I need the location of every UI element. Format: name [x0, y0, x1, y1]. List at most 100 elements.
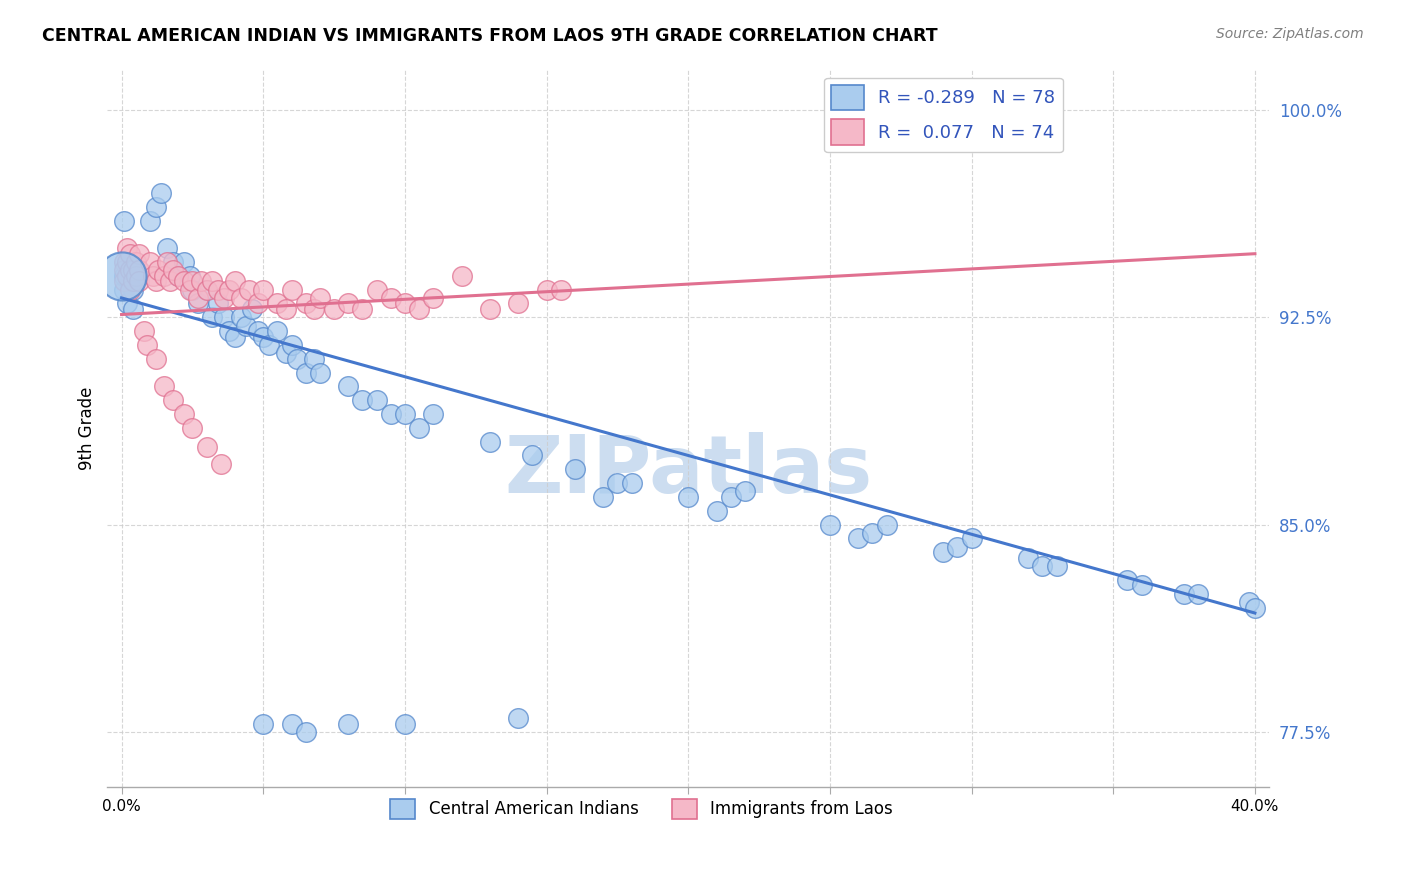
Point — [1116, 573, 1139, 587]
Point — [1017, 550, 1039, 565]
Point — [181, 421, 204, 435]
Point — [110, 268, 132, 283]
Point — [224, 274, 246, 288]
Point — [122, 263, 145, 277]
Point — [564, 462, 586, 476]
Point — [620, 476, 643, 491]
Point — [478, 434, 501, 449]
Point — [394, 296, 416, 310]
Point — [136, 338, 159, 352]
Point — [876, 517, 898, 532]
Point — [112, 213, 135, 227]
Point — [153, 268, 176, 283]
Point — [1187, 587, 1209, 601]
Point — [118, 263, 141, 277]
Point — [676, 490, 699, 504]
Point — [112, 268, 135, 283]
Point — [352, 393, 374, 408]
Point — [380, 407, 402, 421]
Point — [337, 296, 360, 310]
Point — [115, 241, 138, 255]
Point — [522, 449, 544, 463]
Point — [162, 255, 184, 269]
Point — [112, 283, 135, 297]
Point — [139, 213, 162, 227]
Point — [115, 268, 138, 283]
Point — [302, 351, 325, 366]
Point — [195, 440, 218, 454]
Point — [550, 283, 572, 297]
Point — [337, 716, 360, 731]
Point — [252, 329, 274, 343]
Point — [309, 291, 332, 305]
Point — [125, 263, 148, 277]
Point — [246, 296, 269, 310]
Point — [280, 338, 302, 352]
Text: Source: ZipAtlas.com: Source: ZipAtlas.com — [1216, 27, 1364, 41]
Point — [156, 241, 179, 255]
Text: ZIPatlas: ZIPatlas — [505, 432, 872, 510]
Point — [846, 532, 869, 546]
Point — [302, 301, 325, 316]
Point — [394, 716, 416, 731]
Point — [125, 268, 148, 283]
Point — [1244, 600, 1267, 615]
Point — [125, 255, 148, 269]
Point — [201, 310, 224, 325]
Point — [352, 301, 374, 316]
Point — [156, 255, 179, 269]
Point — [181, 283, 204, 297]
Point — [266, 296, 288, 310]
Point — [118, 283, 141, 297]
Point — [960, 532, 983, 546]
Point — [218, 324, 240, 338]
Point — [294, 296, 316, 310]
Point — [195, 283, 218, 297]
Point — [1045, 559, 1067, 574]
Point — [720, 490, 742, 504]
Point — [112, 274, 135, 288]
Point — [134, 324, 156, 338]
Point — [337, 379, 360, 393]
Point — [115, 255, 138, 269]
Point — [235, 318, 257, 333]
Point — [818, 517, 841, 532]
Point — [380, 291, 402, 305]
Point — [128, 246, 150, 260]
Point — [167, 268, 190, 283]
Point — [153, 379, 176, 393]
Point — [212, 291, 235, 305]
Point — [181, 274, 204, 288]
Point — [1173, 587, 1195, 601]
Point — [252, 716, 274, 731]
Point — [162, 393, 184, 408]
Point — [118, 246, 141, 260]
Point — [274, 346, 297, 360]
Point — [1239, 595, 1261, 609]
Point — [294, 366, 316, 380]
Point — [195, 283, 218, 297]
Point — [167, 268, 190, 283]
Point — [266, 324, 288, 338]
Point — [112, 263, 135, 277]
Point — [179, 268, 201, 283]
Text: CENTRAL AMERICAN INDIAN VS IMMIGRANTS FROM LAOS 9TH GRADE CORRELATION CHART: CENTRAL AMERICAN INDIAN VS IMMIGRANTS FR… — [42, 27, 938, 45]
Point — [224, 329, 246, 343]
Point — [212, 310, 235, 325]
Point — [394, 407, 416, 421]
Point — [122, 274, 145, 288]
Point — [128, 263, 150, 277]
Point — [159, 274, 181, 288]
Point — [1031, 559, 1053, 574]
Point — [229, 310, 252, 325]
Point — [187, 291, 209, 305]
Point — [252, 283, 274, 297]
Point — [508, 296, 530, 310]
Point — [145, 274, 167, 288]
Point — [207, 283, 229, 297]
Point — [122, 301, 145, 316]
Point — [201, 274, 224, 288]
Point — [366, 393, 388, 408]
Point — [173, 255, 195, 269]
Point — [536, 283, 558, 297]
